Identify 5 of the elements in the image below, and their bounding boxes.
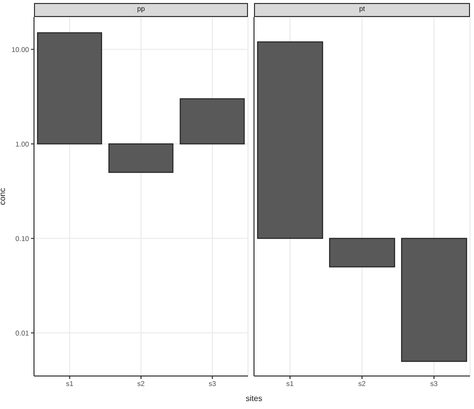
bar bbox=[108, 143, 174, 173]
bar bbox=[37, 32, 102, 144]
x-axis-title: sites bbox=[244, 394, 264, 403]
y-axis-title: conc bbox=[0, 188, 7, 205]
bar bbox=[180, 98, 245, 144]
